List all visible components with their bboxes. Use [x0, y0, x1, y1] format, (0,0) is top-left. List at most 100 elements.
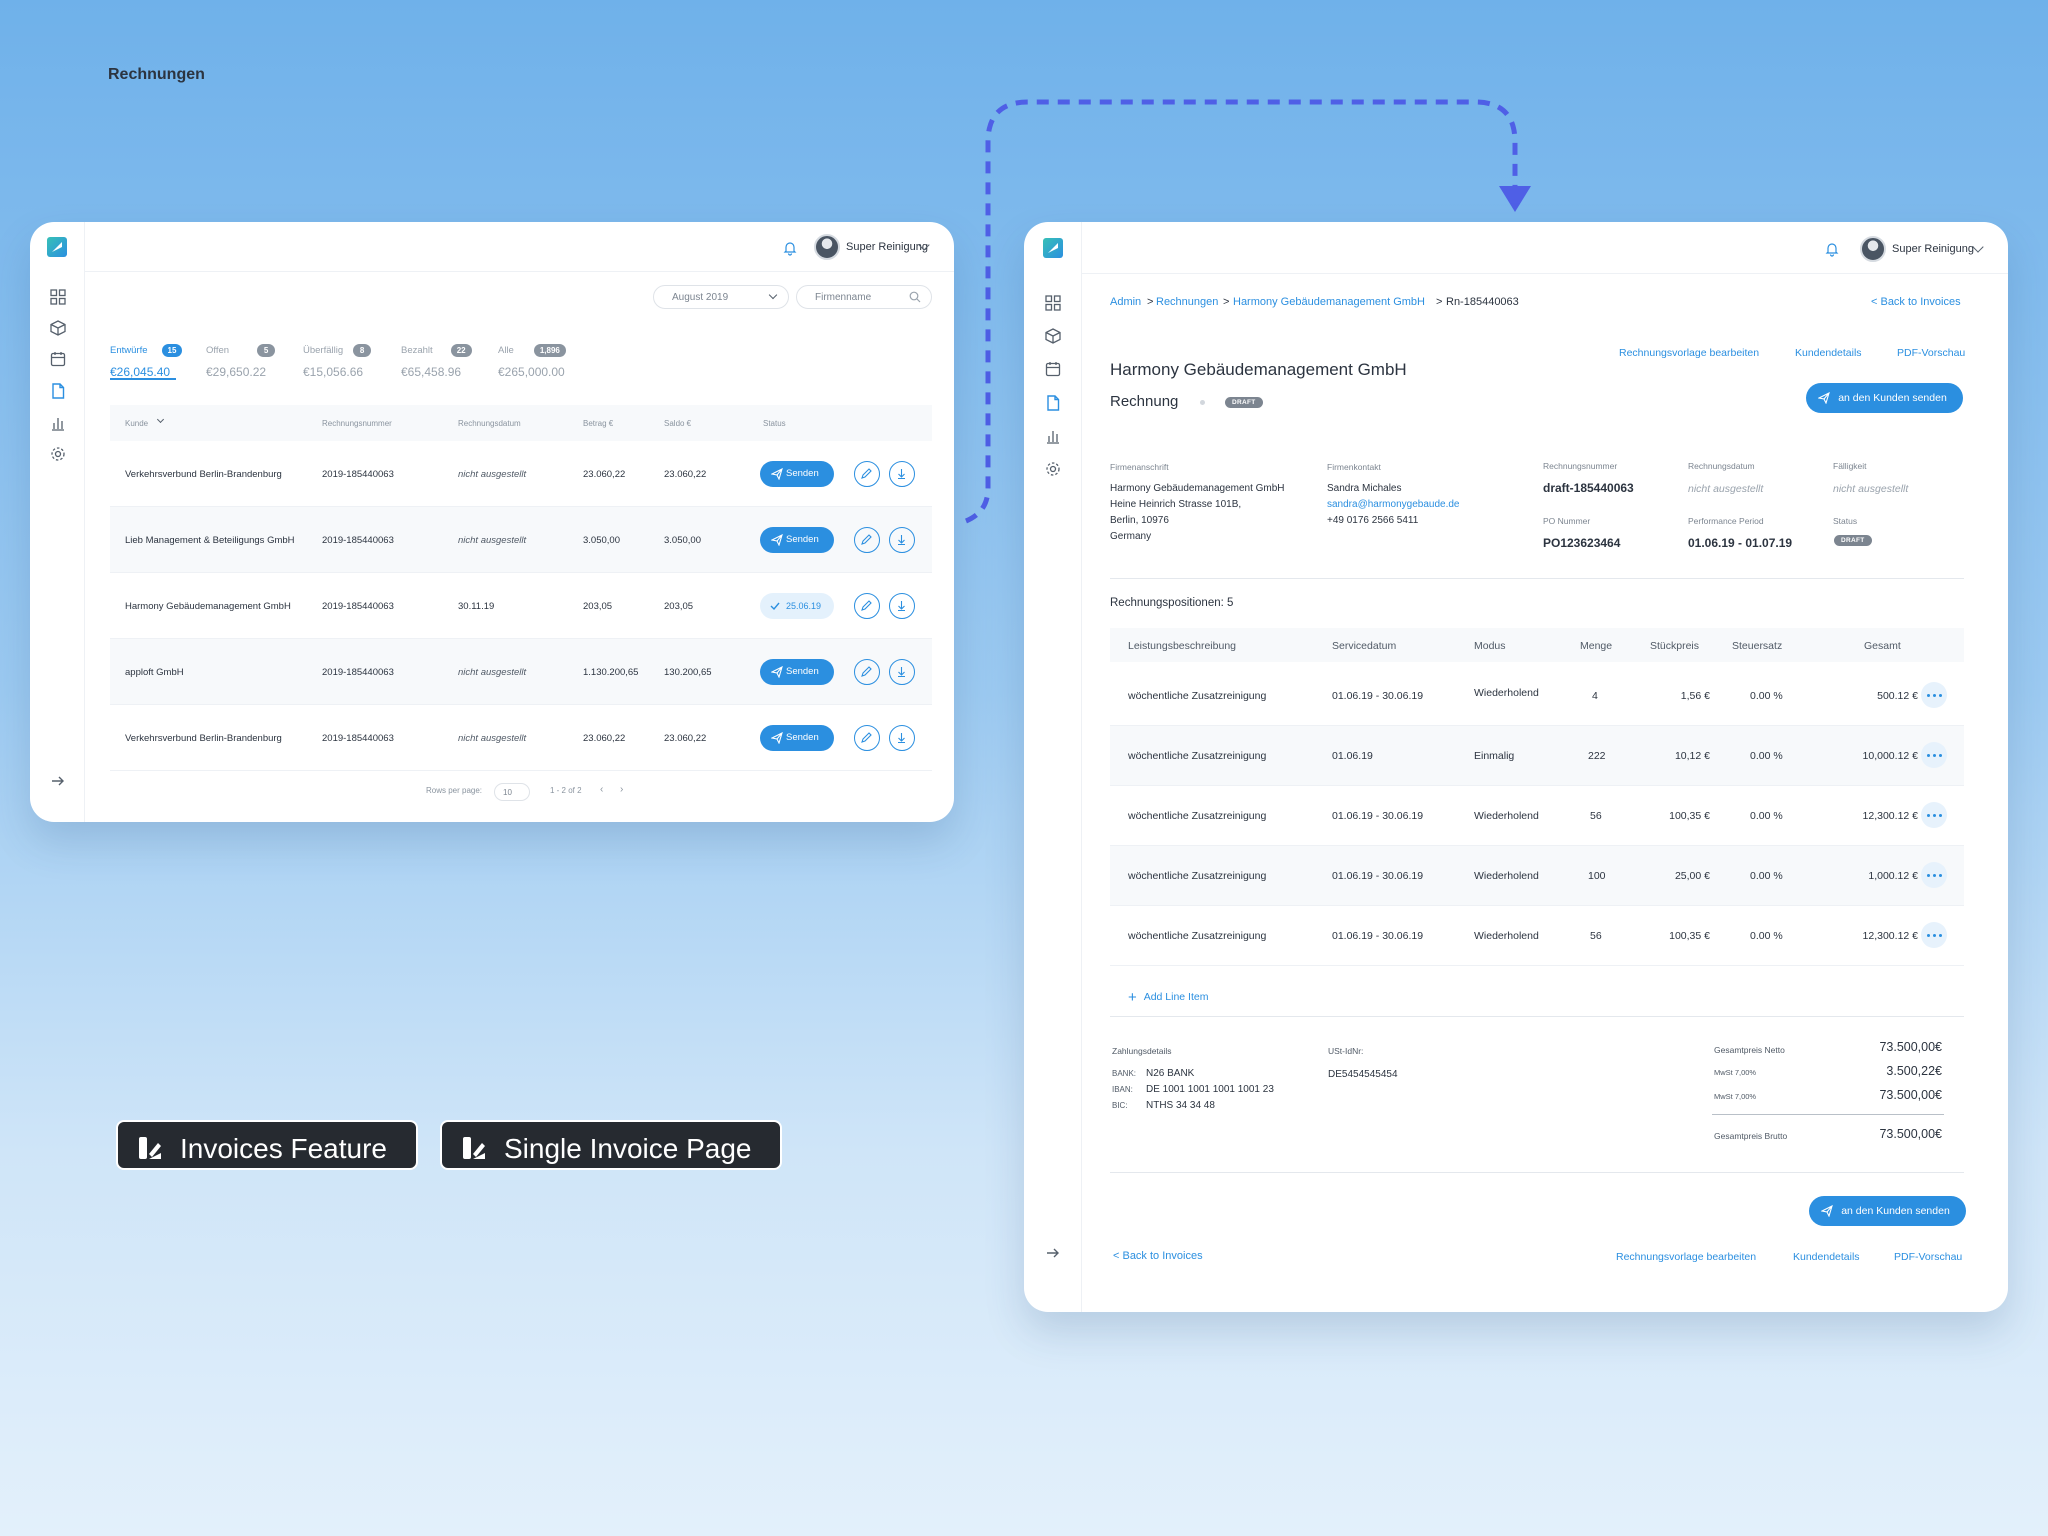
prev-page-button[interactable]: ‹	[600, 784, 604, 795]
back-to-invoices-link[interactable]: < Back to Invoices	[1871, 296, 1961, 308]
add-line-item-button[interactable]: + Add Line Item	[1128, 987, 1208, 1006]
tab-alle[interactable]: Alle 1,896 €265,000.00	[498, 340, 566, 379]
calendar-icon[interactable]	[1044, 360, 1062, 378]
line-item-row[interactable]: wöchentliche Zusatzreinigung 01.06.19 - …	[1110, 786, 1964, 846]
download-button[interactable]	[889, 461, 915, 487]
tab-count-badge: 22	[450, 344, 472, 357]
download-button[interactable]	[889, 725, 915, 751]
edit-template-link[interactable]: Rechnungsvorlage bearbeiten	[1619, 347, 1760, 359]
breadcrumb-admin[interactable]: Admin	[1110, 296, 1142, 308]
grid-icon[interactable]	[49, 288, 67, 306]
edit-template-link[interactable]: Rechnungsvorlage bearbeiten	[1616, 1251, 1757, 1263]
back-to-invoices-link[interactable]: < Back to Invoices	[1113, 1250, 1203, 1262]
tab-label: Entwürfe	[110, 345, 148, 356]
user-name[interactable]: Super Reinigung	[1892, 243, 1974, 255]
avatar[interactable]	[814, 234, 840, 260]
edit-button[interactable]	[854, 725, 880, 751]
cell-betrag: 23.060,22	[583, 733, 626, 744]
table-row[interactable]: Verkehrsverbund Berlin-Brandenburg 2019-…	[110, 705, 932, 771]
customer-details-link[interactable]: Kundendetails	[1793, 1251, 1860, 1263]
pdf-preview-link[interactable]: PDF-Vorschau	[1897, 347, 1966, 359]
send-button[interactable]: Senden	[760, 659, 834, 685]
edit-button[interactable]	[854, 659, 880, 685]
company-search-input[interactable]: Firmenname	[796, 285, 932, 309]
tab-entwuerfe[interactable]: Entwürfe 15 €26,045.40	[110, 340, 183, 379]
line-item-row[interactable]: wöchentliche Zusatzreinigung 01.06.19 - …	[1110, 846, 1964, 906]
table-row[interactable]: apploft GmbH 2019-185440063 nicht ausges…	[110, 639, 932, 705]
box-icon[interactable]	[1044, 327, 1062, 345]
edit-button[interactable]	[854, 461, 880, 487]
send-button[interactable]: Senden	[760, 527, 834, 553]
grid-icon[interactable]	[1044, 294, 1062, 312]
box-icon[interactable]	[49, 319, 67, 337]
chevron-down-icon[interactable]	[156, 415, 165, 424]
document-icon[interactable]	[1044, 394, 1062, 412]
rows-per-page-select[interactable]: 10	[494, 783, 530, 801]
send-to-customer-button[interactable]: an den Kunden senden	[1809, 1196, 1966, 1226]
gear-icon[interactable]	[49, 445, 67, 463]
customer-details-link[interactable]: Kundendetails	[1795, 347, 1862, 359]
line-item-row[interactable]: wöchentliche Zusatzreinigung 01.06.19 Ei…	[1110, 726, 1964, 786]
total-label: Gesamtpreis Netto	[1714, 1045, 1785, 1055]
download-button[interactable]	[889, 659, 915, 685]
table-row[interactable]: Lieb Management & Beteiligungs GmbH 2019…	[110, 507, 932, 573]
cell-saldo: 23.060,22	[664, 733, 707, 744]
cell-service-date: 01.06.19 - 30.06.19	[1332, 930, 1424, 942]
table-row[interactable]: Harmony Gebäudemanagement GmbH 2019-1854…	[110, 573, 932, 639]
arrow-right-icon[interactable]	[49, 772, 67, 790]
breadcrumb-rechnungen[interactable]: Rechnungen	[1156, 296, 1219, 308]
document-icon[interactable]	[49, 382, 67, 400]
user-name[interactable]: Super Reinigung	[846, 241, 928, 253]
pdf-preview-link[interactable]: PDF-Vorschau	[1894, 1251, 1963, 1263]
line-item-row[interactable]: wöchentliche Zusatzreinigung 01.06.19 - …	[1110, 906, 1964, 966]
cell-saldo: 130.200,65	[664, 667, 712, 678]
logo-icon[interactable]	[1043, 238, 1063, 258]
logo-icon[interactable]	[47, 237, 67, 257]
breadcrumb-company[interactable]: Harmony Gebäudemanagement GmbH	[1233, 296, 1425, 308]
download-button[interactable]	[889, 593, 915, 619]
cell-tax-rate: 0.00 %	[1750, 750, 1783, 762]
month-filter-select[interactable]: August 2019	[653, 285, 789, 309]
bell-icon[interactable]	[782, 240, 798, 256]
more-options-icon[interactable]	[1921, 742, 1947, 768]
edit-button[interactable]	[854, 527, 880, 553]
contact-email-link[interactable]: sandra@harmonygebaude.de	[1327, 499, 1460, 510]
tab-ueberfaellig[interactable]: Überfällig 8 €15,056.66	[303, 340, 372, 379]
tab-bezahlt[interactable]: Bezahlt 22 €65,458.96	[401, 340, 472, 379]
edit-button[interactable]	[854, 593, 880, 619]
address-line: Harmony Gebäudemanagement GmbH	[1110, 483, 1285, 494]
line-items-header: Leistungsbeschreibung Servicedatum Modus…	[1110, 628, 1964, 662]
divider	[1110, 1016, 1964, 1017]
chart-icon[interactable]	[49, 414, 67, 432]
column-header: Saldo €	[664, 419, 692, 428]
download-button[interactable]	[889, 527, 915, 553]
gear-icon[interactable]	[1044, 460, 1062, 478]
cell-datum: nicht ausgestellt	[458, 667, 527, 678]
send-button[interactable]: Senden	[760, 461, 834, 487]
tab-offen[interactable]: Offen 5 €29,650.22	[206, 340, 276, 379]
more-options-icon[interactable]	[1921, 922, 1947, 948]
swatch-icon	[139, 1137, 161, 1159]
table-row[interactable]: Verkehrsverbund Berlin-Brandenburg 2019-…	[110, 441, 932, 507]
calendar-icon[interactable]	[49, 350, 67, 368]
period-label: Performance Period	[1688, 516, 1764, 526]
chart-icon[interactable]	[1044, 427, 1062, 445]
send-button[interactable]: Senden	[760, 725, 834, 751]
more-options-icon[interactable]	[1921, 802, 1947, 828]
topbar	[1082, 222, 2008, 274]
send-to-customer-button[interactable]: an den Kunden senden	[1806, 383, 1963, 413]
send-label: Senden	[786, 468, 819, 479]
more-options-icon[interactable]	[1921, 682, 1947, 708]
column-header-kunde[interactable]: Kunde	[125, 419, 149, 428]
cell-kunde: apploft GmbH	[125, 667, 184, 678]
column-header: Rechnungsnummer	[322, 419, 392, 428]
arrow-right-icon[interactable]	[1044, 1244, 1062, 1262]
more-options-icon[interactable]	[1921, 862, 1947, 888]
cell-betrag: 203,05	[583, 601, 613, 612]
send-label: an den Kunden senden	[1838, 392, 1947, 404]
line-item-row[interactable]: wöchentliche Zusatzreinigung 01.06.19 - …	[1110, 666, 1964, 726]
invoice-date-label: Rechnungsdatum	[1688, 461, 1755, 471]
avatar[interactable]	[1860, 236, 1886, 262]
bell-icon[interactable]	[1824, 241, 1840, 257]
next-page-button[interactable]: ›	[620, 784, 624, 795]
